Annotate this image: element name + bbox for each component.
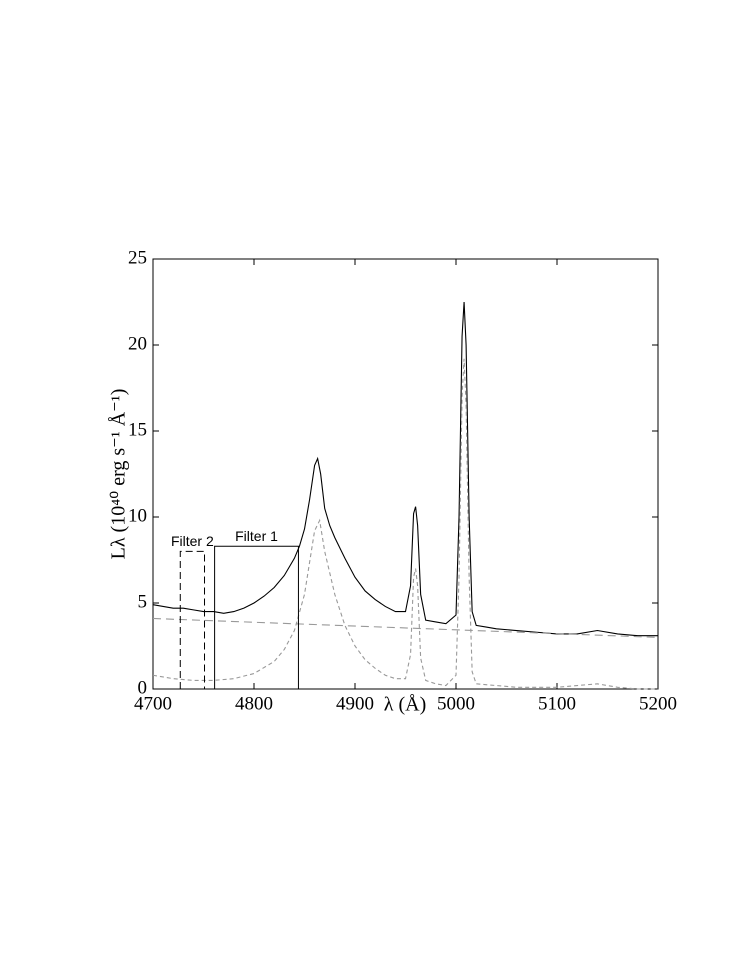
spectrum-line: [152, 358, 658, 690]
x-tick-label: 5000: [437, 693, 475, 714]
x-tick-label: 5200: [639, 693, 677, 714]
filter-label: Filter 1: [235, 528, 278, 544]
y-tick-label: 15: [128, 419, 147, 440]
y-tick-label: 25: [128, 247, 147, 268]
filter-label: Filter 2: [171, 533, 214, 549]
y-tick-label: 10: [128, 505, 147, 526]
y-tick-label: 20: [128, 333, 147, 354]
filter-box: [179, 550, 206, 689]
x-tick-label: 4800: [235, 693, 273, 714]
x-axis-label: λ (Å): [384, 694, 426, 716]
x-tick-label: 4900: [336, 693, 374, 714]
spectrum-line: [152, 301, 658, 637]
plot-frame: [152, 258, 659, 690]
x-tick-label: 4700: [134, 693, 172, 714]
filter-box: [214, 545, 299, 689]
y-tick-label: 5: [138, 591, 148, 612]
x-tick-label: 5100: [538, 693, 576, 714]
y-tick-label: 0: [138, 677, 148, 698]
y-axis-label: Lλ (10⁴⁰ erg s⁻¹ Å⁻¹): [108, 389, 130, 560]
spectrum-line: [152, 617, 659, 638]
